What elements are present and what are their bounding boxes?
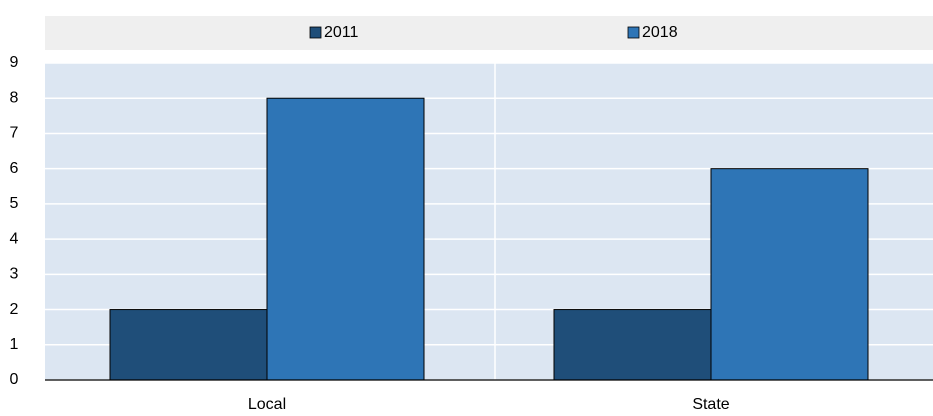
y-tick-label: 7 [10,125,19,142]
legend-label: 2018 [642,24,678,41]
legend-swatch [627,26,640,39]
legend-background [45,16,933,50]
bar [266,97,425,381]
y-tick-label: 6 [10,160,19,177]
bar [710,168,869,381]
y-tick-label: 4 [10,230,19,247]
y-tick-label: 1 [10,336,19,353]
bar [109,309,268,381]
y-tick-label: 9 [10,54,19,71]
x-tick-label: State [692,396,729,413]
marks [109,97,869,381]
x-tick-label: Local [248,396,286,413]
bar [553,309,712,381]
y-tick-label: 8 [10,89,19,106]
y-tick-label: 0 [10,371,19,388]
y-tick-label: 5 [10,195,19,212]
y-tick-label: 3 [10,266,19,283]
legend-label: 2011 [324,24,359,41]
y-tick-label: 2 [10,301,19,318]
legend-swatch [309,26,322,39]
